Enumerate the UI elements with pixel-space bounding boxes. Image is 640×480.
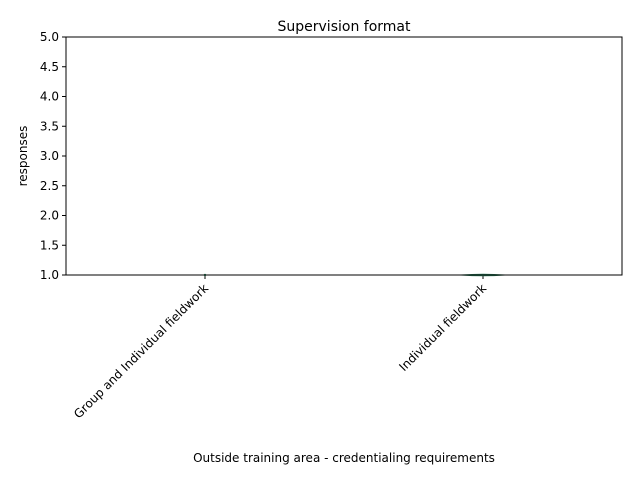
y-tick-label: 1.5 bbox=[40, 238, 59, 252]
y-tick-label: 4.5 bbox=[40, 60, 59, 74]
y-tick-label: 2.5 bbox=[40, 179, 59, 193]
x-axis-label: Outside training area - credentialing re… bbox=[193, 451, 495, 465]
y-axis-label: responses bbox=[16, 126, 30, 187]
x-tick-label: Individual fieldwork bbox=[396, 281, 489, 374]
y-tick-label: 5.0 bbox=[40, 30, 59, 44]
chart-title: Supervision format bbox=[278, 19, 411, 35]
y-tick-label: 3.5 bbox=[40, 119, 59, 133]
y-tick-label: 1.0 bbox=[40, 268, 59, 282]
y-axis: 1.0 1.5 2.0 2.5 3.0 3.5 4.0 4.5 5.0 bbox=[40, 30, 66, 282]
y-tick-label: 2.0 bbox=[40, 209, 59, 223]
x-tick-label: Group and Individual fieldwork bbox=[71, 281, 211, 421]
plot-frame bbox=[65, 36, 623, 276]
y-tick-label: 4.0 bbox=[40, 90, 59, 104]
y-tick-label: 3.0 bbox=[40, 149, 59, 163]
x-axis: Group and Individual fieldwork Individual… bbox=[71, 275, 489, 421]
